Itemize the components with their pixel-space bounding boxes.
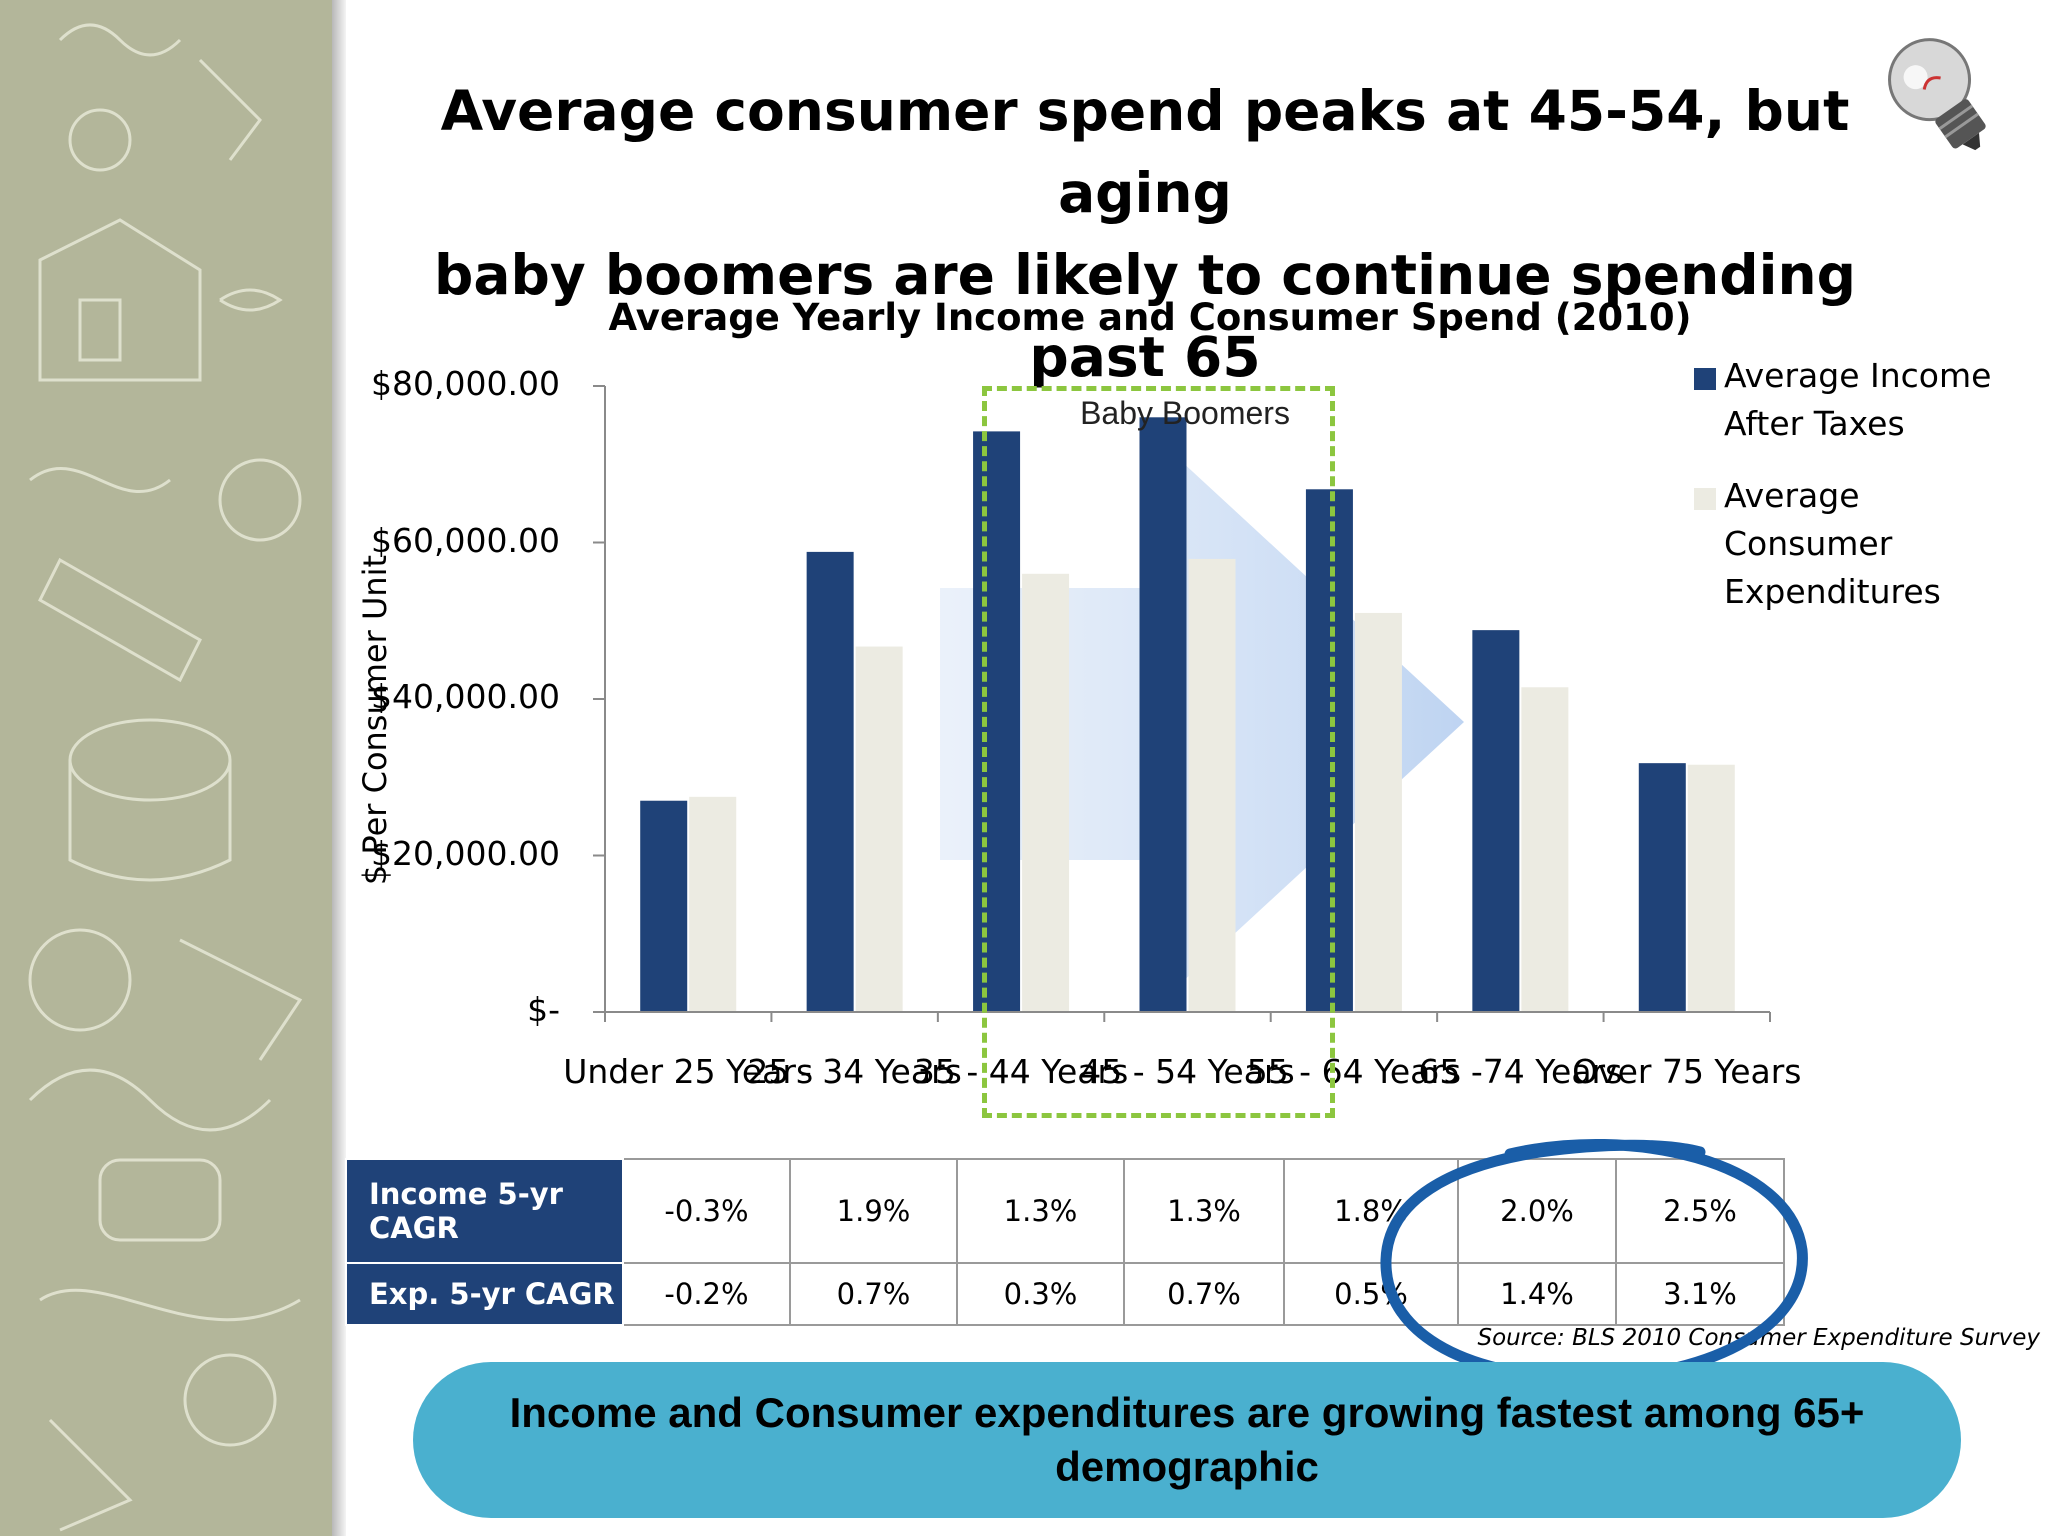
chart-title: Average Yearly Income and Consumer Spend… <box>608 296 1692 339</box>
bar-expenditure <box>855 646 903 1012</box>
legend-item-expenditures: Average Consumer Expenditures <box>1694 472 2024 616</box>
callout-banner: Income and Consumer expenditures are gro… <box>413 1362 1961 1518</box>
table-row-expenditure: Exp. 5-yr CAGR -0.2% 0.7% 0.3% 0.7% 0.5%… <box>345 1262 1785 1326</box>
y-tick-label: $20,000.00 <box>371 833 560 873</box>
y-axis-label: $ Per Consumer Unit <box>356 554 394 886</box>
legend-swatch-expenditures <box>1694 488 1716 510</box>
bar-income <box>1305 489 1353 1012</box>
table-cell: 1.3% <box>956 1158 1125 1264</box>
decorative-sidebar <box>0 0 332 1536</box>
lightbulb-icon <box>1888 38 1986 151</box>
x-tick-label: Under 25 Years <box>563 1052 814 1091</box>
table-cell: 3.1% <box>1615 1262 1785 1326</box>
bars-group <box>640 417 1735 1012</box>
x-tick-label: 45 - 54 Years <box>1080 1052 1295 1091</box>
bar-expenditure <box>689 796 737 1012</box>
bar-income <box>806 551 854 1012</box>
x-tick-label: 25 - 34 Years <box>747 1052 962 1091</box>
slide-title-line-1: Average consumer spend peaks at 45-54, b… <box>440 79 1850 225</box>
table-cell: 2.5% <box>1615 1158 1785 1264</box>
bar-expenditure <box>1687 764 1735 1012</box>
x-tick-label: Over 75 Years <box>1572 1052 1802 1091</box>
bar-income <box>1472 630 1520 1012</box>
legend-label-expenditures: Average Consumer Expenditures <box>1724 476 1941 611</box>
table-cell: 1.4% <box>1457 1262 1617 1326</box>
bar-expenditure <box>1188 558 1236 1012</box>
table-cell: 0.7% <box>1123 1262 1285 1326</box>
bar-expenditure <box>1521 687 1569 1012</box>
table-cell: 0.7% <box>789 1262 958 1326</box>
baby-boomers-label: Baby Boomers <box>1080 395 1290 431</box>
table-cell: -0.3% <box>622 1158 791 1264</box>
y-tick-label: $- <box>527 990 560 1029</box>
doodle-pattern <box>28 23 303 1532</box>
axes-group <box>593 385 1771 1022</box>
bar-expenditure <box>1354 612 1402 1012</box>
table-cell: -0.2% <box>622 1262 791 1326</box>
legend-item-income: Average Income After Taxes <box>1694 352 2024 448</box>
table-cell: 2.0% <box>1457 1158 1617 1264</box>
chart-legend: Average Income After Taxes Average Consu… <box>1694 352 2024 630</box>
sidebar-shadow <box>332 0 346 1536</box>
bar-income <box>1638 763 1686 1012</box>
y-tick-label: $40,000.00 <box>371 677 560 716</box>
slide-title: Average consumer spend peaks at 45-54, b… <box>360 70 1930 398</box>
cagr-table: Income 5-yr CAGR -0.3% 1.9% 1.3% 1.3% 1.… <box>345 1158 1785 1326</box>
legend-swatch-income <box>1694 368 1716 390</box>
x-tick-label: 55 - 64 Years <box>1246 1052 1462 1091</box>
callout-text: Income and Consumer expenditures are gro… <box>509 1389 1865 1490</box>
table-cell: 1.3% <box>1123 1158 1285 1264</box>
bar-income <box>973 431 1021 1012</box>
y-tick-label: $80,000.00 <box>371 364 560 403</box>
bar-income <box>640 800 688 1012</box>
circle-annotation-icon <box>1380 1139 1808 1384</box>
table-cell: 1.9% <box>789 1158 958 1264</box>
table-row-income: Income 5-yr CAGR -0.3% 1.9% 1.3% 1.3% 1.… <box>345 1158 1785 1264</box>
row-header-expenditure: Exp. 5-yr CAGR <box>345 1262 624 1326</box>
legend-label-income: Average Income After Taxes <box>1724 356 1992 443</box>
slide-title-line-2: baby boomers are likely to continue spen… <box>433 243 1857 389</box>
baby-boomers-highlight-box <box>982 386 1335 1118</box>
table-cell: 0.3% <box>956 1262 1125 1326</box>
y-tick-label: $60,000.00 <box>371 520 560 560</box>
x-tick-label: 35 - 44 Years <box>913 1052 1129 1091</box>
x-tick-label: 65 -74 Years <box>1418 1052 1623 1091</box>
row-header-income: Income 5-yr CAGR <box>345 1158 624 1264</box>
bar-income <box>1139 417 1187 1012</box>
bar-expenditure <box>1022 573 1070 1012</box>
